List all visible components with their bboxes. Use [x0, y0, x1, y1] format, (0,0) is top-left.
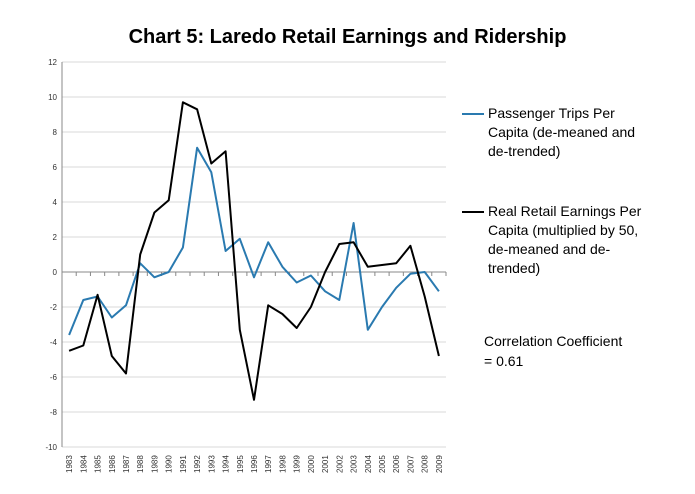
x-tick-label: 1994	[222, 455, 231, 473]
y-tick-label: 4	[53, 198, 58, 207]
x-tick-label: 1984	[79, 455, 88, 473]
x-tick-label: 1999	[293, 455, 302, 473]
x-tick-label: 1998	[278, 455, 287, 473]
y-tick-label: -4	[50, 338, 58, 347]
legend-label-retail-earnings: Real Retail Earnings Per Capita (multipl…	[488, 203, 642, 276]
legend-label-passenger-trips: Passenger Trips Per Capita (de-meaned an…	[488, 105, 636, 159]
x-tick-label: 1986	[108, 455, 117, 473]
x-tick-label: 2006	[392, 455, 401, 473]
x-tick-label: 1995	[236, 455, 245, 473]
correlation-annotation: Correlation Coefficient = 0.61	[484, 333, 623, 369]
legend-swatch-passenger-trips	[462, 113, 484, 115]
y-tick-label: 2	[53, 233, 58, 242]
x-tick-label: 1988	[136, 455, 145, 473]
x-tick-label: 2001	[321, 455, 330, 473]
gridlines	[62, 61, 446, 448]
x-tick-label: 1991	[179, 455, 188, 473]
y-tick-label: -6	[50, 373, 58, 382]
legend-item-passenger-trips: Passenger Trips Per Capita (de-meaned an…	[462, 104, 662, 161]
series-lines	[68, 101, 440, 401]
x-tick-label: 2009	[435, 455, 444, 473]
x-tick-label: 2007	[406, 455, 415, 473]
y-tick-label: 6	[53, 163, 58, 172]
series-line-retail-earnings	[68, 101, 440, 401]
legend-swatch-retail-earnings	[462, 211, 484, 213]
x-tick-label: 1985	[94, 455, 103, 473]
y-tick-label: 10	[48, 93, 57, 102]
chart-title: Chart 5: Laredo Retail Earnings and Ride…	[128, 26, 567, 48]
x-tick-label: 1990	[165, 455, 174, 473]
y-tick-label: -8	[50, 408, 58, 417]
x-tick-label: 2002	[335, 455, 344, 473]
x-tick-label: 2004	[364, 455, 373, 473]
axes	[61, 62, 447, 447]
legend-item-retail-earnings: Real Retail Earnings Per Capita (multipl…	[462, 202, 662, 278]
x-tick-label: 1993	[207, 455, 216, 473]
x-tick-label: 1996	[250, 455, 259, 473]
x-axis-ticks: 1983 1984 1985 1986 1987 1988 1989 1990 1991 1992…	[65, 455, 444, 473]
y-tick-label: 8	[53, 128, 58, 137]
x-tick-label: 2005	[378, 455, 387, 473]
x-tick-label: 1987	[122, 455, 131, 473]
x-tick-label: 1983	[65, 455, 74, 473]
y-tick-label: -10	[45, 443, 57, 452]
x-tick-label: 2003	[350, 455, 359, 473]
y-tick-label: -2	[50, 303, 58, 312]
x-tick-label: 2008	[421, 455, 430, 473]
x-tick-label: 2000	[307, 455, 316, 473]
series-line-passenger-trips	[68, 146, 440, 336]
y-tick-label: 12	[48, 58, 57, 67]
x-tick-label: 1989	[150, 455, 159, 473]
y-tick-label: 0	[53, 268, 58, 277]
y-axis-ticks: -10 -8 -6 -4 -2 0 2 4 6 8 10 12	[45, 58, 57, 452]
x-tick-label: 1992	[193, 455, 202, 473]
x-tick-label: 1997	[264, 455, 273, 473]
